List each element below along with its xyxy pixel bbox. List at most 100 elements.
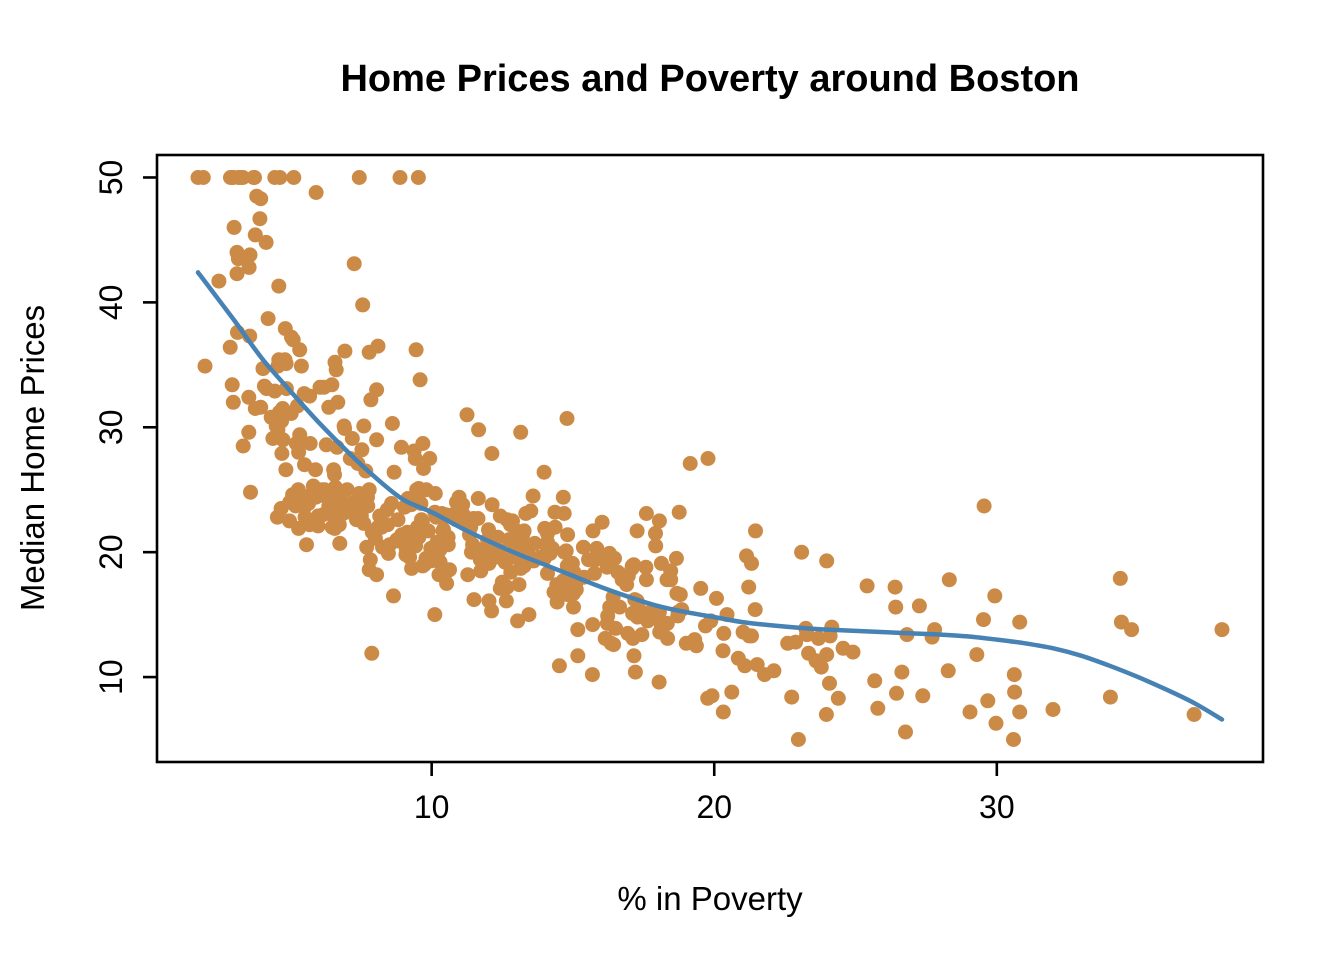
data-point (638, 559, 654, 575)
data-point (299, 537, 314, 553)
data-point (741, 628, 757, 644)
data-point (195, 170, 211, 185)
data-point (247, 227, 263, 243)
data-point (243, 484, 258, 500)
data-point (521, 607, 537, 623)
data-point (224, 377, 240, 393)
data-point (439, 575, 455, 591)
data-point (484, 497, 500, 513)
data-point (560, 527, 576, 543)
data-point (415, 436, 431, 451)
data-point (259, 381, 275, 397)
data-point (445, 507, 461, 523)
data-point (308, 462, 323, 478)
data-point (335, 506, 351, 521)
data-point (449, 494, 464, 510)
data-point (356, 418, 372, 434)
data-point (822, 675, 837, 691)
data-point (669, 585, 685, 601)
data-point (555, 573, 571, 589)
data-point (241, 424, 257, 440)
data-point (278, 462, 294, 478)
data-point (801, 645, 817, 661)
data-point (473, 563, 489, 579)
data-point (506, 529, 522, 545)
data-point (634, 627, 650, 643)
data-point (470, 491, 486, 506)
data-point (570, 648, 586, 664)
data-point (540, 545, 556, 561)
data-point (741, 579, 757, 595)
data-point (518, 506, 534, 521)
data-point (564, 555, 580, 571)
y-tick-label: 10 (93, 659, 129, 695)
data-point (369, 432, 385, 448)
data-point (1214, 622, 1230, 638)
data-point (1007, 684, 1023, 700)
data-point (540, 534, 555, 550)
data-point (748, 523, 763, 539)
data-point (671, 504, 687, 520)
data-point (242, 247, 258, 263)
data-point (404, 560, 420, 576)
data-point (410, 170, 426, 185)
data-point (466, 592, 482, 608)
data-point (739, 548, 754, 564)
data-point (941, 572, 957, 588)
data-point (794, 544, 810, 560)
data-point (460, 567, 476, 583)
x-axis-label: % in Poverty (617, 880, 803, 917)
data-point (286, 170, 302, 185)
data-point (398, 537, 414, 553)
data-point (427, 607, 443, 623)
data-point (274, 446, 290, 461)
data-point (1045, 702, 1061, 717)
data-point (440, 529, 456, 545)
data-point (513, 424, 529, 440)
data-point (324, 377, 340, 393)
data-point (980, 693, 996, 709)
data-point (422, 451, 438, 466)
data-point (498, 593, 514, 609)
data-point (355, 297, 371, 313)
data-point (894, 664, 910, 680)
data-point (344, 431, 360, 446)
data-point (537, 520, 553, 536)
data-point (784, 689, 800, 705)
data-point (911, 598, 927, 614)
data-point (1112, 570, 1128, 586)
plot-border (155, 153, 1265, 764)
data-point (386, 588, 401, 604)
data-point (241, 389, 257, 405)
data-point (310, 508, 326, 524)
data-point (700, 690, 716, 706)
data-point (293, 358, 309, 374)
data-point (466, 511, 481, 526)
data-point (471, 422, 487, 438)
data-point (682, 456, 698, 471)
data-point (651, 674, 667, 690)
data-point (230, 251, 246, 267)
data-point (360, 498, 376, 514)
data-point (211, 273, 227, 289)
data-point (339, 482, 355, 498)
y-axis: 10 20 30 40 50 (93, 160, 157, 695)
y-tick-label: 50 (93, 160, 129, 196)
data-point (575, 539, 591, 555)
data-point (559, 411, 575, 426)
data-point (354, 442, 370, 458)
data-point (364, 645, 380, 661)
data-point (349, 512, 364, 528)
data-point (342, 451, 358, 466)
data-point (1102, 689, 1118, 705)
data-point (715, 704, 731, 720)
data-point (788, 634, 804, 650)
x-axis: 10 20 30 (414, 762, 1015, 825)
data-point (332, 535, 348, 551)
data-point (638, 506, 654, 521)
data-point (693, 580, 709, 596)
data-point (277, 321, 293, 337)
data-point (867, 673, 883, 689)
data-point (361, 482, 377, 498)
data-point (859, 578, 875, 594)
